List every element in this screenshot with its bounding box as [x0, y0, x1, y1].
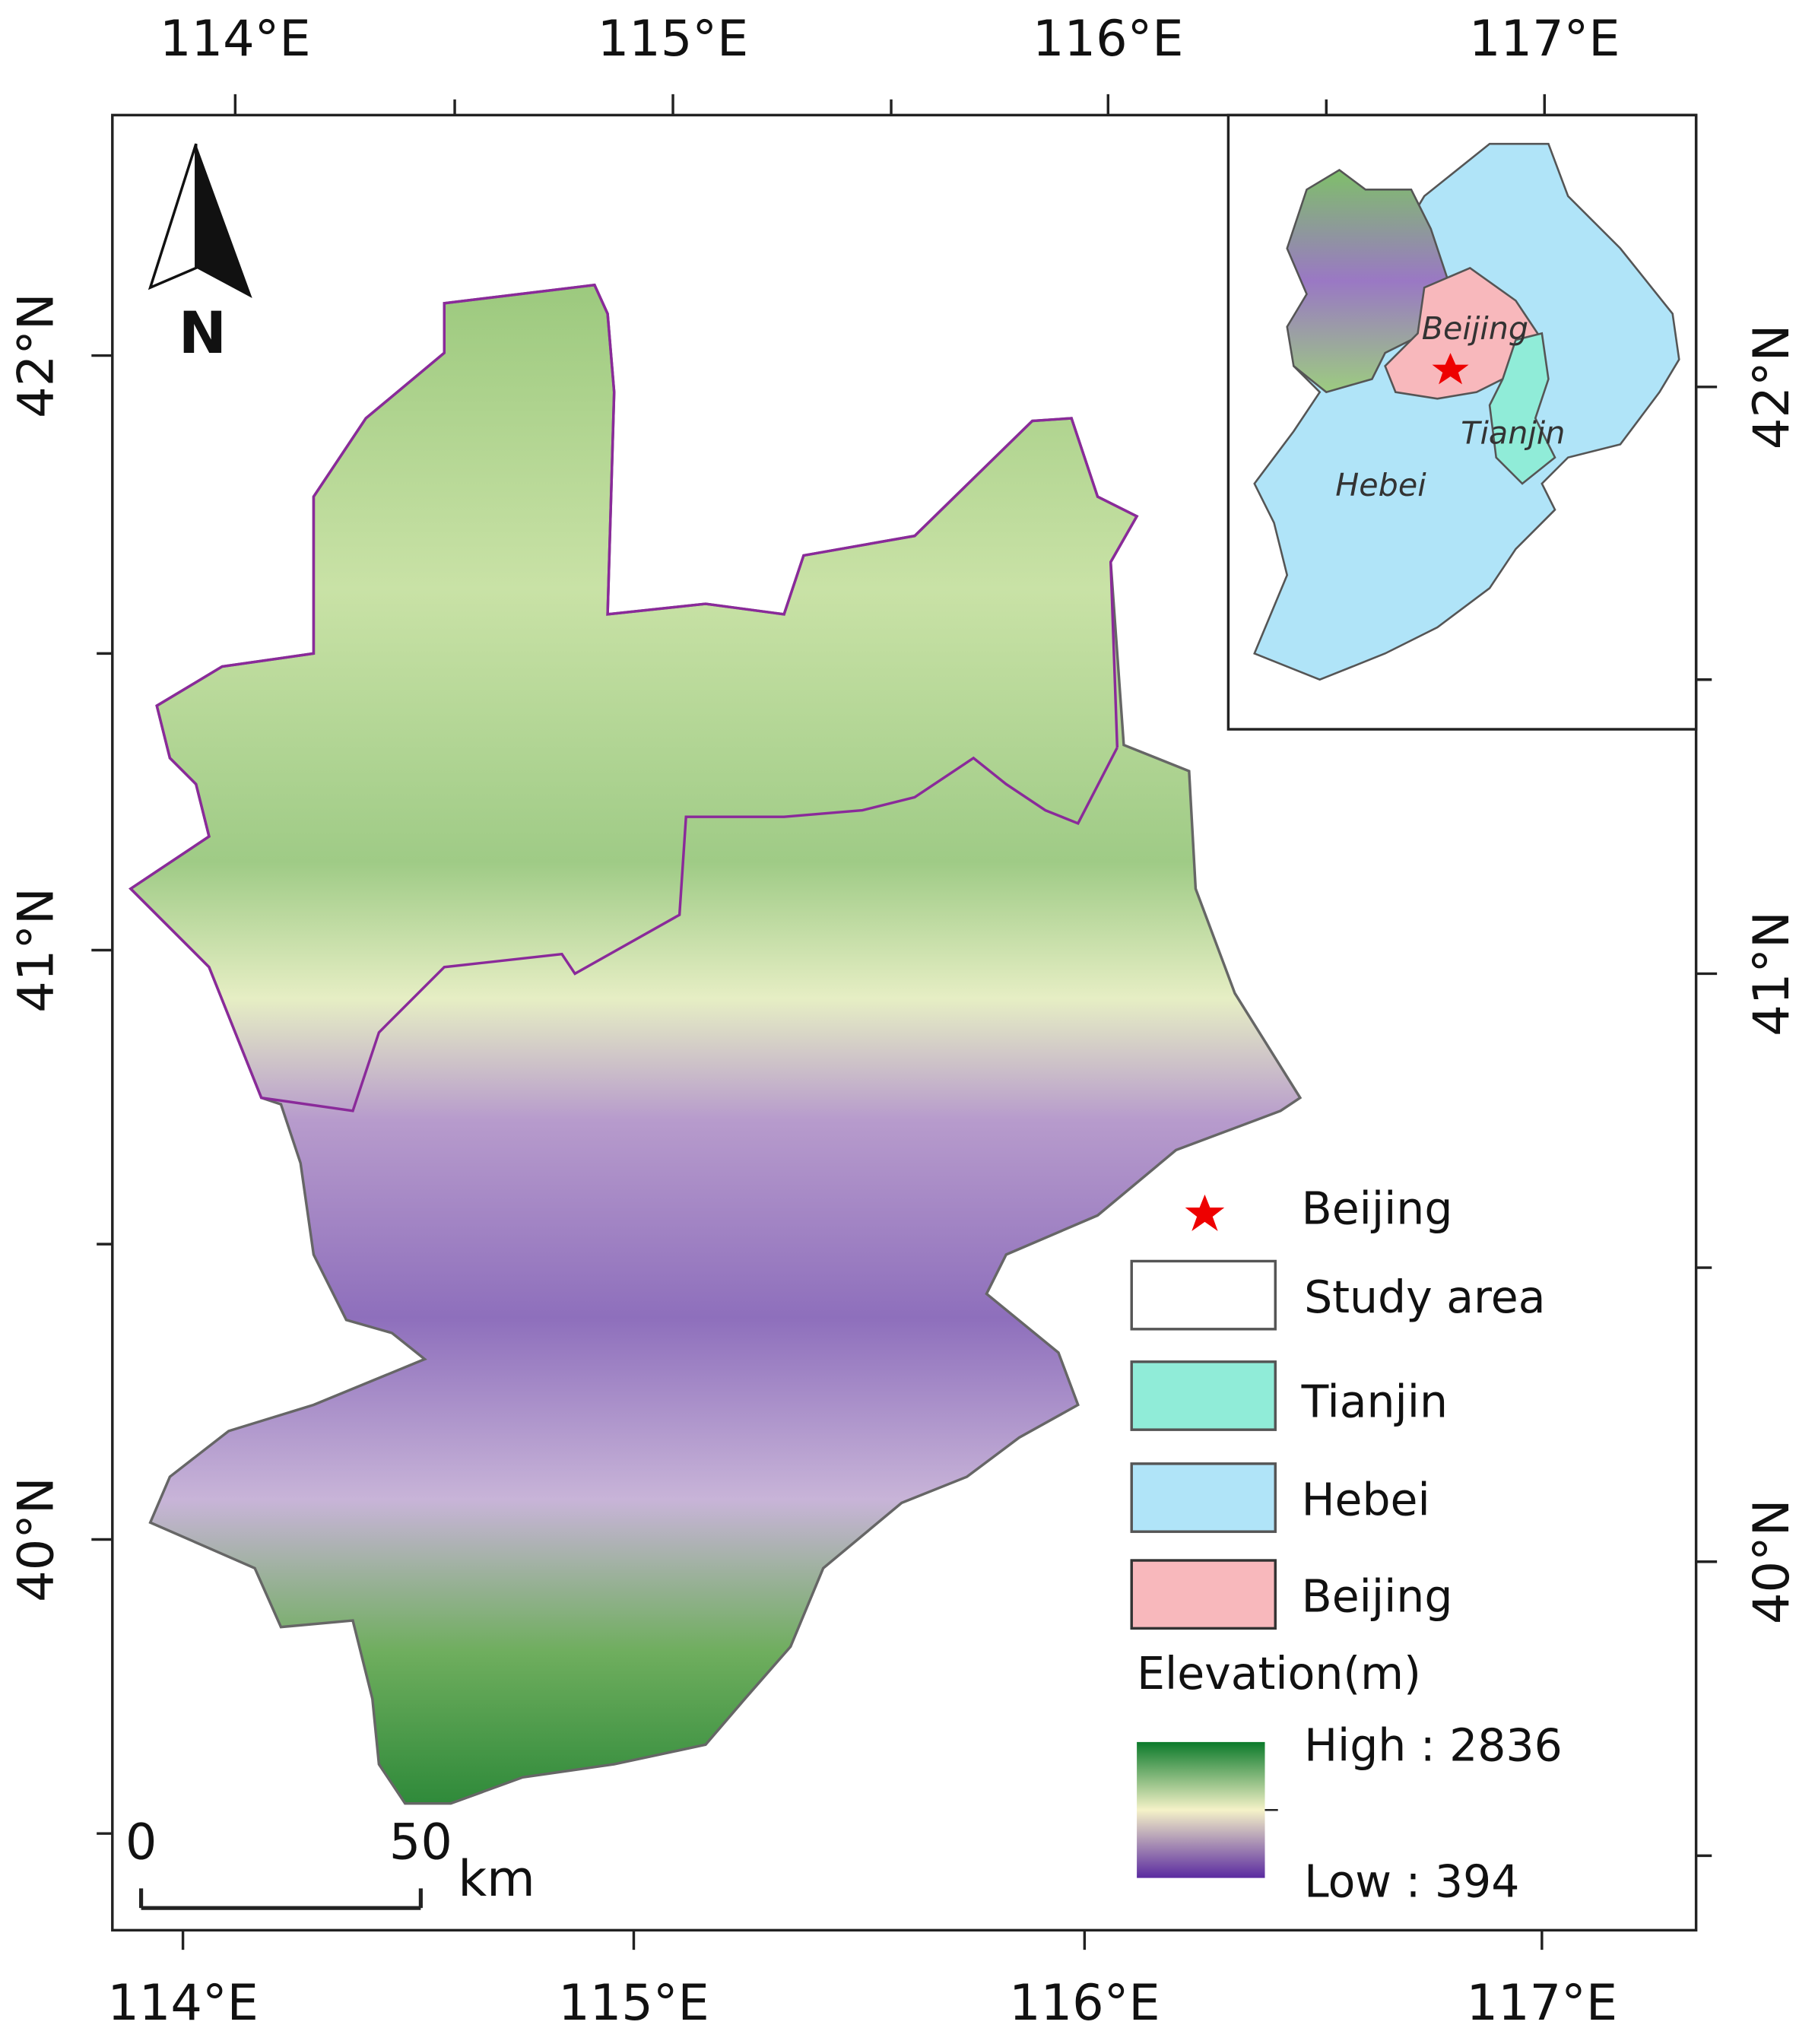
lat-label: 41°N — [8, 887, 65, 1013]
legend-swatch — [1130, 1559, 1277, 1630]
lon-label: 115°E — [558, 1974, 709, 2032]
lat-label: 42°N — [1743, 325, 1801, 450]
lon-label: 117°E — [1469, 10, 1620, 68]
tianjin — [1488, 332, 1556, 485]
lat-label: 40°N — [1743, 1499, 1801, 1624]
legend-label: Study area — [1304, 1271, 1545, 1323]
lon-label: 116°E — [1033, 10, 1184, 68]
beijing-star — [1432, 353, 1469, 385]
province-border — [129, 283, 1139, 1112]
inset-label: Beijing — [1422, 310, 1528, 347]
legend: Beijing Study area Tianjin Hebei Beijing… — [1130, 1182, 1563, 1907]
legend-swatch — [1130, 1360, 1277, 1431]
legend-star — [1185, 1194, 1225, 1231]
north-arrow: N — [148, 143, 252, 367]
lat-label: 42°N — [8, 293, 65, 418]
lat-label: 41°N — [1743, 911, 1801, 1036]
map-frame — [111, 113, 1698, 1932]
study-area — [129, 283, 1303, 1805]
legend-high: High : 2836 — [1304, 1720, 1563, 1772]
color-bar — [1137, 1741, 1265, 1878]
lon-label: 116°E — [1009, 1974, 1160, 2032]
lon-label: 115°E — [598, 10, 749, 68]
legend-label: Tianjin — [1301, 1376, 1448, 1428]
scale-bar — [139, 1888, 423, 1910]
lat-label: 40°N — [8, 1477, 65, 1602]
lon-label: 114°E — [160, 10, 311, 68]
legend-swatch — [1130, 1462, 1277, 1533]
legend-low: Low : 394 — [1304, 1855, 1519, 1907]
inset-label: Hebei — [1335, 467, 1426, 503]
legend-title: Elevation(m) — [1137, 1648, 1421, 1700]
scale-label: 0 — [125, 1814, 157, 1871]
scale-label: km — [458, 1850, 535, 1908]
legend-label: Beijing — [1302, 1571, 1453, 1623]
graticule-ticks — [91, 94, 1718, 1950]
north-label: N — [179, 300, 227, 367]
lon-label: 114°E — [107, 1974, 259, 2032]
legend-label: Hebei — [1302, 1474, 1430, 1526]
inset-map: Beijing Tianjin Hebei — [1226, 113, 1698, 731]
inset-label: Tianjin — [1461, 414, 1565, 451]
legend-label: Beijing — [1302, 1182, 1453, 1234]
lon-label: 117°E — [1467, 1974, 1618, 2032]
scale-label: 50 — [389, 1814, 452, 1871]
beijing — [1384, 266, 1544, 400]
legend-swatch — [1130, 1259, 1277, 1331]
study-area-inset — [1286, 168, 1452, 394]
